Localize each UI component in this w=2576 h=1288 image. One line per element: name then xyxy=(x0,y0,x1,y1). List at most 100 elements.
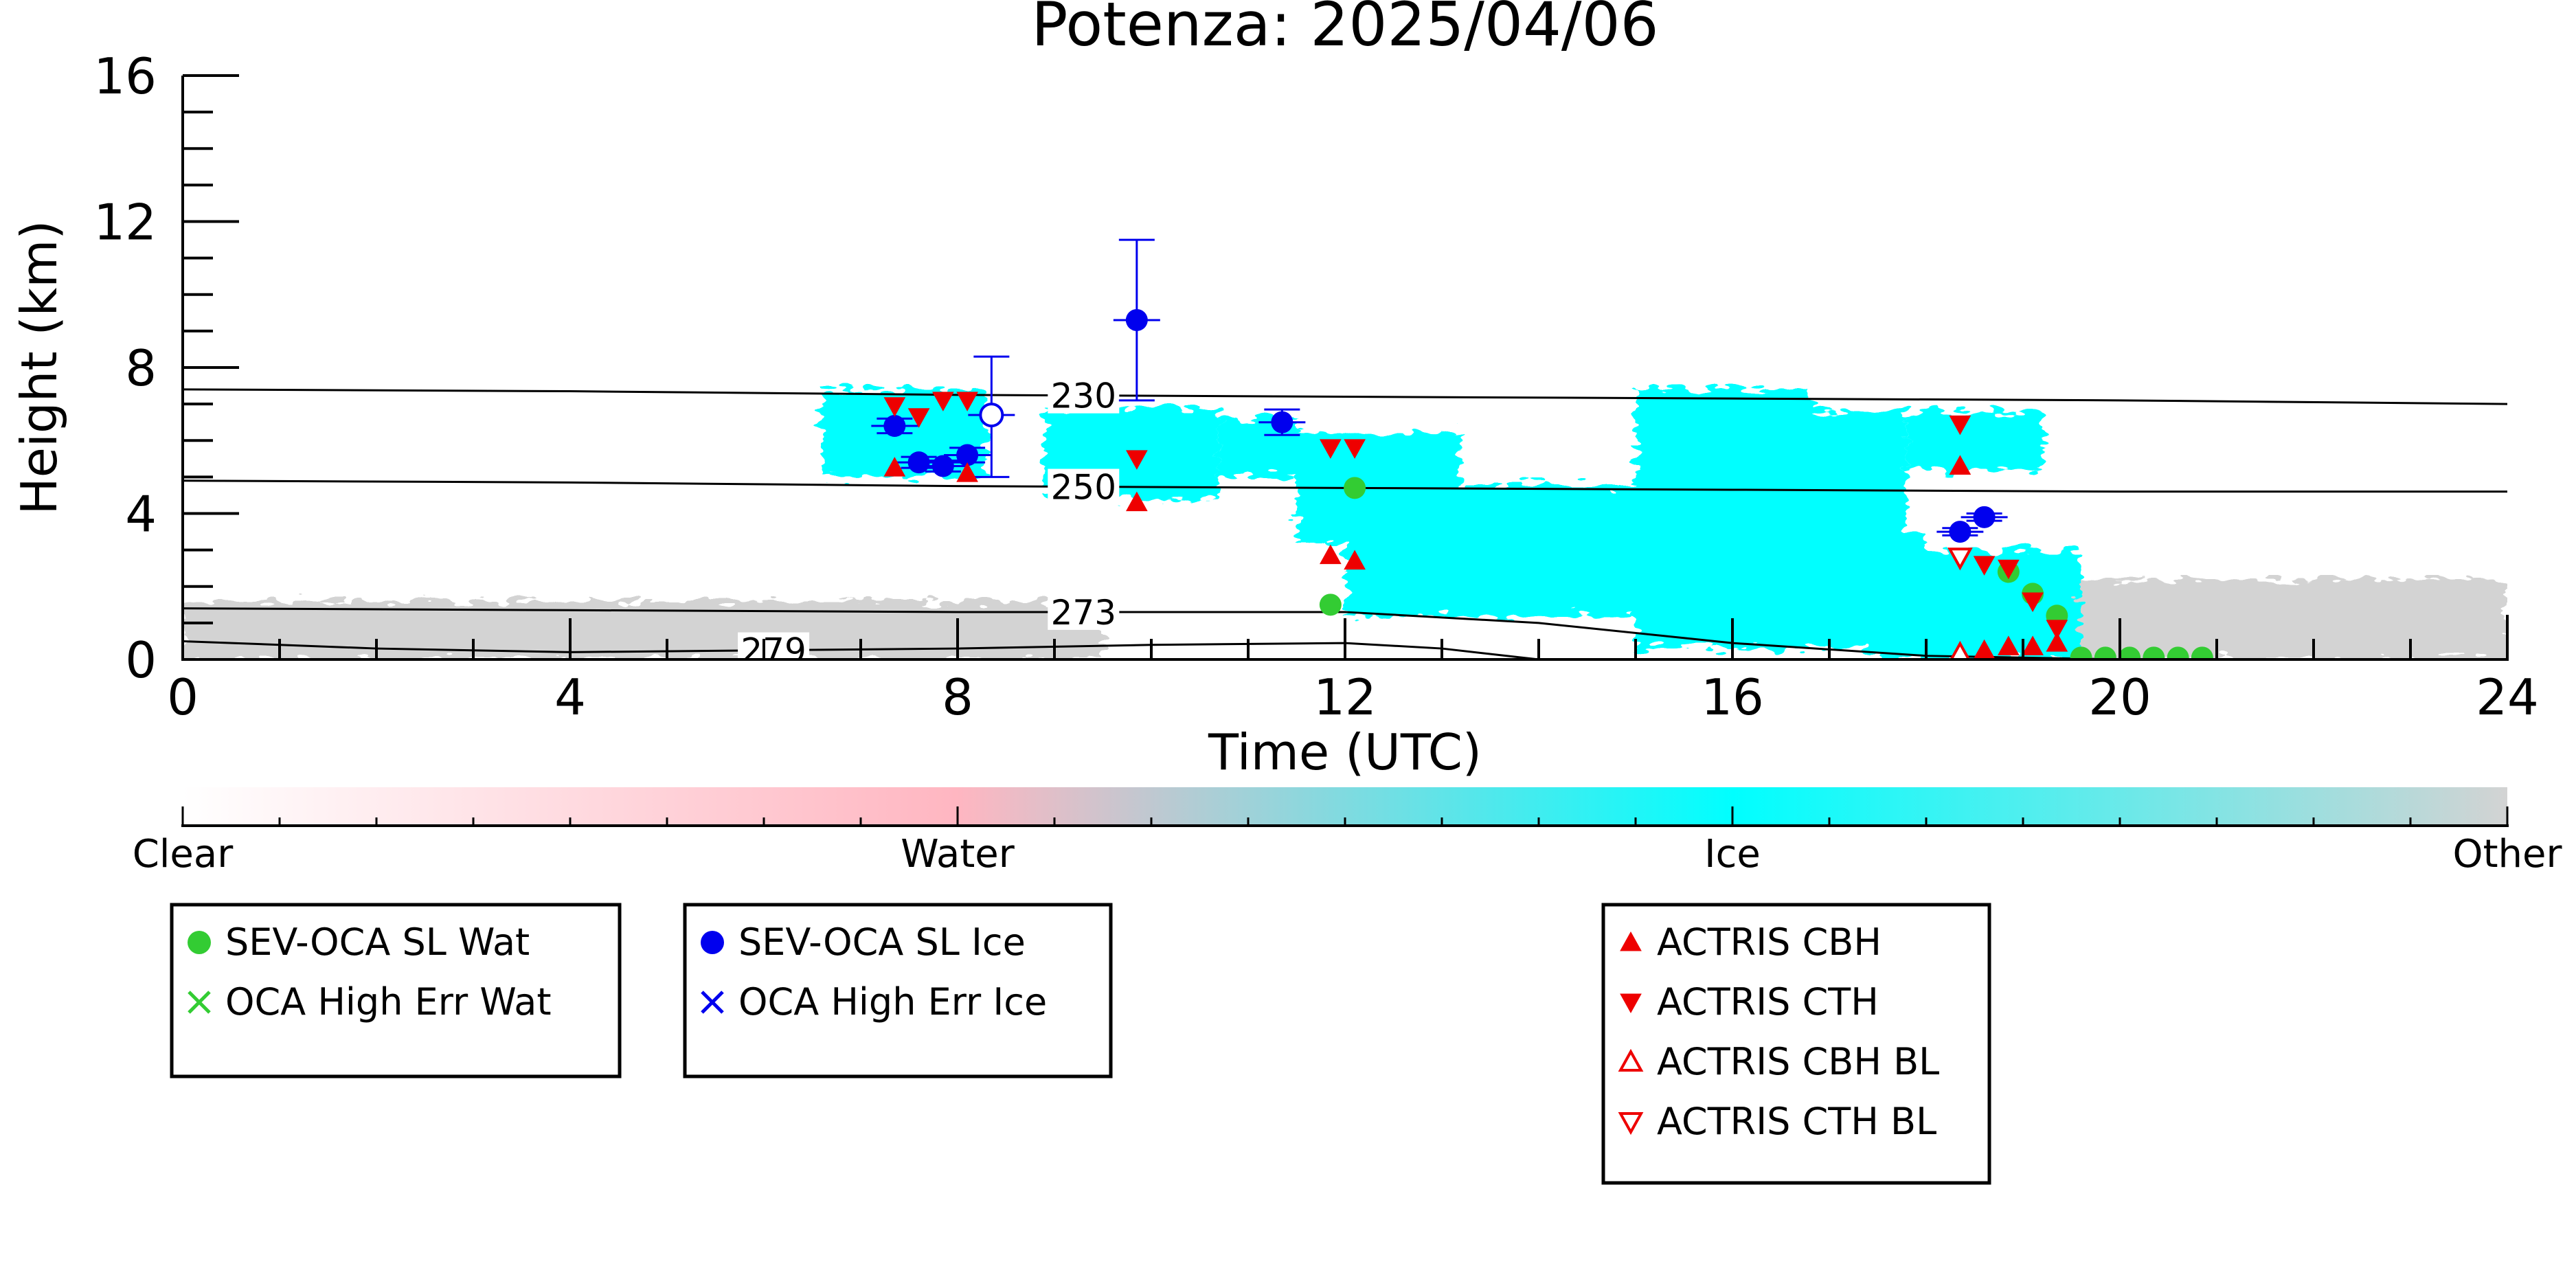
legend-frame xyxy=(1601,903,1991,1185)
series-point xyxy=(1947,547,1973,571)
isotherm-label: 279 xyxy=(741,631,806,671)
series-point xyxy=(2046,620,2068,640)
y-tick-label: 0 xyxy=(125,631,157,689)
x-tick-label: 16 xyxy=(1701,668,1764,726)
x-tick-label: 20 xyxy=(2088,668,2151,726)
colorbar-ticks xyxy=(181,806,2509,826)
series-point xyxy=(956,462,978,482)
series-point xyxy=(932,392,954,411)
series-point xyxy=(2022,592,2044,613)
series-point xyxy=(883,397,906,417)
series-point xyxy=(956,444,979,466)
other-region xyxy=(2042,579,2507,659)
colorbar-label: Water xyxy=(901,832,1015,877)
series-point xyxy=(1271,411,1293,433)
series-point xyxy=(2191,646,2213,659)
series-point xyxy=(1949,415,1971,436)
legend-marker xyxy=(1618,1048,1644,1072)
x-tick-label: 4 xyxy=(554,668,586,726)
y-axis-label: Height (km) xyxy=(10,221,68,515)
series-point xyxy=(907,408,930,428)
x-tick-label: 0 xyxy=(167,668,199,726)
series-point xyxy=(1344,439,1366,459)
data-markers xyxy=(883,308,2213,659)
series-point xyxy=(1973,506,1996,528)
colorbar-label: Other xyxy=(2452,832,2562,877)
series-point xyxy=(2070,646,2092,659)
y-tick-label: 8 xyxy=(125,339,157,397)
series-point xyxy=(1344,550,1366,570)
legend-entry-label: ACTRIS CTH BL xyxy=(1657,1100,1936,1143)
legend-marker xyxy=(1620,931,1642,951)
legend-box: SEV-OCA SL Wat OCA High Err Wat xyxy=(170,903,622,1078)
isotherm-line xyxy=(183,388,2507,405)
series-point xyxy=(1949,455,1971,475)
isotherm-label: 230 xyxy=(1051,376,1116,416)
series-point xyxy=(931,455,954,477)
legend-marker xyxy=(1620,993,1642,1014)
series-point xyxy=(1973,556,1996,576)
legend-frame xyxy=(170,903,622,1078)
ice-region xyxy=(1906,411,2043,470)
series-point xyxy=(1344,477,1366,499)
colorbar-label: Ice xyxy=(1704,832,1761,877)
series-point xyxy=(1319,594,1342,616)
colorbar-label: Clear xyxy=(133,832,234,877)
series-point xyxy=(1950,640,1971,659)
plot-area: 230 250 273 279 xyxy=(183,238,2507,671)
legend-entry-label: ACTRIS CTH xyxy=(1657,980,1879,1024)
isotherm-label: 273 xyxy=(1051,593,1116,633)
series-point xyxy=(1125,308,1148,331)
series-point xyxy=(979,403,1004,428)
legend-marker xyxy=(188,991,211,1014)
legend-marker xyxy=(701,931,724,954)
legend-entry-label: SEV-OCA SL Ice xyxy=(738,920,1026,964)
legend-box: SEV-OCA SL Ice OCA High Err Ice xyxy=(683,903,1113,1078)
isotherm-label-bg xyxy=(1048,468,1120,505)
isotherm-label-bg xyxy=(1048,594,1120,630)
x-axis-label: Time (UTC) xyxy=(1208,723,1482,781)
chart-title: Potenza: 2025/04/06 xyxy=(1031,0,1658,60)
series-point xyxy=(1320,544,1342,565)
series-point xyxy=(2094,646,2116,659)
series-point xyxy=(907,451,930,474)
series-point xyxy=(1998,635,2020,655)
series-point xyxy=(1320,439,1342,459)
ice-region xyxy=(1345,484,1636,616)
y-tick-label: 12 xyxy=(93,194,157,251)
legend-entry-label: OCA High Err Ice xyxy=(738,980,1047,1024)
legend-marker xyxy=(188,931,211,954)
series-point xyxy=(2143,646,2165,659)
x-tick-label: 8 xyxy=(942,668,973,726)
series-point xyxy=(883,415,906,437)
axes: 0 4 8 12 16 20 24 0 4 8 12 16 xyxy=(93,47,2538,726)
y-tick-label: 16 xyxy=(93,47,157,105)
series-point xyxy=(1126,450,1148,470)
series-point xyxy=(2022,635,2044,655)
x-tick-label: 12 xyxy=(1313,668,1377,726)
y-tick-label: 4 xyxy=(125,486,157,543)
legend-entry-label: SEV-OCA SL Wat xyxy=(225,920,530,964)
legend-marker xyxy=(1618,1112,1644,1136)
series-point xyxy=(1126,491,1148,512)
legend-entry-label: OCA High Err Wat xyxy=(225,980,552,1024)
series-point xyxy=(2167,646,2189,659)
colorbar: Clear Water Ice Other xyxy=(133,787,2563,877)
legend-entry-label: ACTRIS CBH BL xyxy=(1657,1040,1939,1083)
series-point xyxy=(2119,646,2141,659)
series-point xyxy=(956,392,978,411)
series-point xyxy=(2046,632,2068,652)
x-tick-label: 24 xyxy=(2476,668,2539,726)
x-ticks: 0 4 8 12 16 20 24 xyxy=(167,618,2539,726)
series-point xyxy=(1949,521,1971,543)
legend-entry-label: ACTRIS CBH xyxy=(1657,920,1882,964)
ice-region xyxy=(1868,550,2081,659)
colorbar-labels: Clear Water Ice Other xyxy=(133,832,2563,877)
legend-frame xyxy=(683,903,1113,1078)
legend-box: ACTRIS CBH ACTRIS CTH ACTRIS CBH BL ACTRIS … xyxy=(1601,903,1991,1185)
isotherm-label-bg xyxy=(1048,377,1120,414)
isotherm-label: 250 xyxy=(1051,468,1116,508)
series-point xyxy=(1998,559,2020,580)
y-ticks: 0 4 8 12 16 xyxy=(93,47,239,689)
